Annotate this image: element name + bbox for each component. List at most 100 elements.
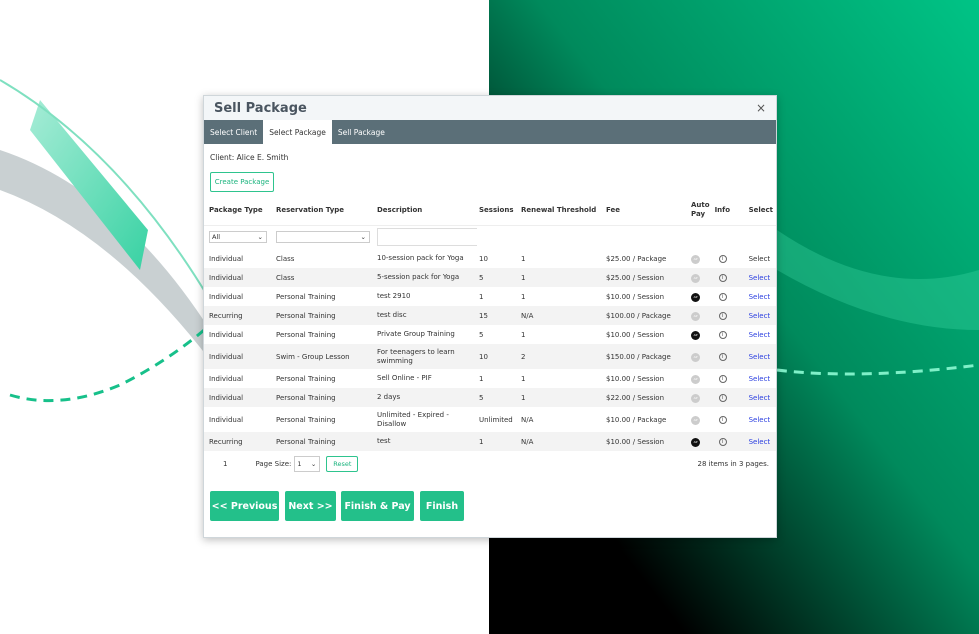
col-description[interactable]: Description <box>377 205 423 214</box>
renewal-threshold-cell: 1 <box>516 268 601 287</box>
select-link[interactable]: Select <box>748 292 771 301</box>
fee-cell: $10.00 / Session <box>601 432 686 451</box>
page-size-select[interactable]: 1 ⌄ <box>294 456 321 472</box>
info-icon[interactable]: i <box>718 274 727 282</box>
sessions-cell: 5 <box>479 330 484 339</box>
package-type-cell: Individual <box>209 415 244 424</box>
tab-sell-package[interactable]: Sell Package <box>337 127 385 137</box>
reservation-type-filter[interactable]: ⌄ <box>276 231 370 244</box>
info-icon[interactable]: i <box>718 331 727 339</box>
chevron-down-icon: ⌄ <box>310 460 317 468</box>
col-sessions[interactable]: Sessions <box>479 205 514 214</box>
info-icon[interactable]: i <box>718 293 727 301</box>
next-button[interactable]: Next >> <box>285 491 336 521</box>
package-type-cell: Individual <box>209 374 244 383</box>
renewal-threshold-cell: N/A <box>516 432 601 451</box>
reservation-type-cell: Personal Training <box>271 388 372 407</box>
description-cell: Sell Online - PIF <box>377 374 432 382</box>
reservation-type-cell: Class <box>276 254 295 263</box>
table-row: Individual Class 10-session pack for Yog… <box>204 249 776 268</box>
description-cell: For teenagers to learn swimming <box>372 344 474 369</box>
sessions-cell: 15 <box>474 306 516 325</box>
close-icon[interactable]: × <box>755 101 766 115</box>
select-link[interactable]: Select <box>743 432 776 451</box>
reservation-type-cell: Personal Training <box>271 306 372 325</box>
table-row: Individual Swim - Group Lesson For teena… <box>204 344 776 369</box>
table-row: Recurring Personal Training test 1 N/A $… <box>204 432 776 451</box>
info-icon[interactable]: i <box>718 438 727 446</box>
previous-button[interactable]: << Previous <box>210 491 279 521</box>
page-size-label: Page Size: <box>255 460 292 468</box>
table-row: Individual Personal Training 2 days 5 1 … <box>204 388 776 407</box>
package-type-cell: Individual <box>209 292 244 301</box>
table-row: Individual Personal Training Sell Online… <box>204 369 776 388</box>
package-type-filter[interactable]: All ⌄ <box>209 231 267 244</box>
auto-pay-icon: AP <box>691 292 700 302</box>
select-link[interactable]: Select <box>743 268 776 287</box>
tab-select-client[interactable]: Select Client <box>210 127 258 137</box>
info-icon[interactable]: i <box>718 416 727 424</box>
description-filter-input[interactable] <box>377 228 477 247</box>
fee-cell: $100.00 / Package <box>601 306 686 325</box>
renewal-threshold-cell: 1 <box>516 388 601 407</box>
renewal-threshold-cell: 1 <box>521 292 526 301</box>
col-renewal-threshold[interactable]: Renewal Threshold <box>521 205 597 214</box>
fee-cell: $10.00 / Session <box>606 330 665 339</box>
create-package-button[interactable]: Create Package <box>210 172 274 192</box>
select-link[interactable]: Select <box>748 254 771 263</box>
dialog-title: Sell Package <box>214 100 307 116</box>
select-link[interactable]: Select <box>748 415 771 424</box>
reset-button[interactable]: Reset <box>326 456 359 472</box>
package-type-filter-value: All <box>212 233 221 242</box>
finish-and-pay-button[interactable]: Finish & Pay <box>341 491 414 521</box>
sessions-cell: 1 <box>479 374 484 383</box>
select-link[interactable]: Select <box>743 344 776 369</box>
auto-pay-icon: AP <box>691 437 700 447</box>
reservation-type-cell: Class <box>271 268 372 287</box>
package-type-cell: Individual <box>209 254 244 263</box>
info-icon[interactable]: i <box>718 255 727 263</box>
tab-select-package[interactable]: Select Package <box>263 120 332 144</box>
table-row: Recurring Personal Training test disc 15… <box>204 306 776 325</box>
description-cell: Unlimited - Expired - Disallow <box>377 410 449 428</box>
renewal-threshold-cell: N/A <box>521 415 534 424</box>
description-cell: 2 days <box>372 388 474 407</box>
chevron-down-icon: ⌄ <box>360 233 366 242</box>
info-icon[interactable]: i <box>718 375 727 383</box>
pager-summary: 28 items in 3 pages. <box>697 460 769 468</box>
reservation-type-cell: Personal Training <box>276 292 336 301</box>
col-auto-pay[interactable]: Auto Pay <box>691 200 710 218</box>
auto-pay-icon: AP <box>691 352 700 362</box>
fee-cell: $10.00 / Session <box>606 292 665 301</box>
col-package-type[interactable]: Package Type <box>209 205 263 214</box>
fee-cell: $25.00 / Session <box>601 268 686 287</box>
info-icon[interactable]: i <box>718 312 727 320</box>
page-size-value: 1 <box>297 460 302 468</box>
select-link[interactable]: Select <box>748 330 771 339</box>
package-type-cell: Individual <box>204 388 271 407</box>
sessions-cell: 10 <box>479 254 488 263</box>
select-link[interactable]: Select <box>743 388 776 407</box>
description-cell: test 2910 <box>377 292 411 300</box>
select-link[interactable]: Select <box>743 306 776 325</box>
info-icon[interactable]: i <box>718 353 727 361</box>
pager: 1 Page Size: 1 ⌄ Reset 28 items in 3 page… <box>204 455 776 473</box>
auto-pay-icon: AP <box>691 330 700 340</box>
description-cell: 5-session pack for Yoga <box>372 268 474 287</box>
sessions-cell: 10 <box>474 344 516 369</box>
sessions-cell: 1 <box>474 432 516 451</box>
description-cell: test <box>372 432 474 451</box>
col-reservation-type[interactable]: Reservation Type <box>276 205 345 214</box>
page-number[interactable]: 1 <box>223 460 228 468</box>
info-icon[interactable]: i <box>718 394 727 402</box>
client-label: Client: Alice E. Smith <box>210 153 289 162</box>
fee-cell: $10.00 / Session <box>606 374 665 383</box>
select-link[interactable]: Select <box>748 374 771 383</box>
renewal-threshold-cell: 1 <box>521 330 526 339</box>
finish-button[interactable]: Finish <box>420 491 464 521</box>
fee-cell: $25.00 / Package <box>606 254 667 263</box>
fee-cell: $150.00 / Package <box>601 344 686 369</box>
package-type-cell: Individual <box>204 344 271 369</box>
renewal-threshold-cell: N/A <box>516 306 601 325</box>
col-fee[interactable]: Fee <box>606 205 620 214</box>
